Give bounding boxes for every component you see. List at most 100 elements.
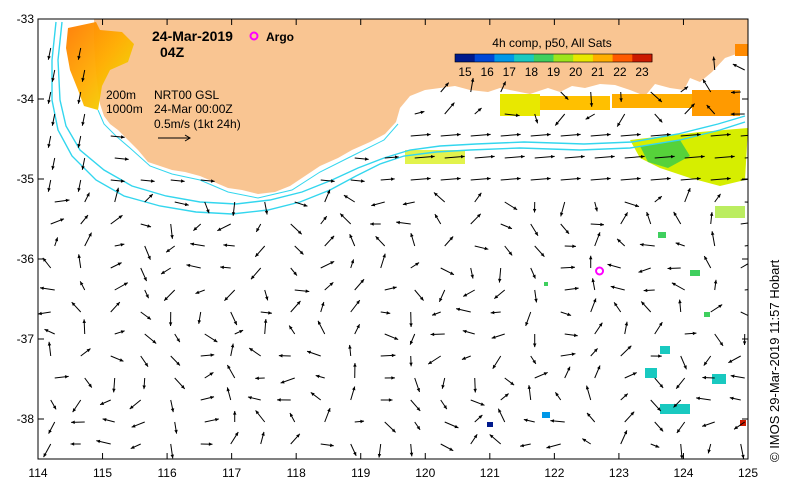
current-arrow-head xyxy=(589,103,594,107)
current-arrow-head xyxy=(51,121,55,126)
current-arrow-head xyxy=(170,234,174,239)
current-arrow-head xyxy=(532,343,537,348)
current-arrow-head xyxy=(51,165,55,170)
current-arrow-head xyxy=(520,154,525,159)
y-tick-label: -38 xyxy=(17,412,35,426)
current-arrow-head xyxy=(597,232,601,237)
current-arrow-head xyxy=(443,405,447,410)
x-tick-label: 122 xyxy=(544,466,564,480)
current-arrow-head xyxy=(610,154,615,159)
current-arrow-head xyxy=(741,454,745,459)
current-arrow-head xyxy=(80,281,84,286)
current-arrow-head xyxy=(326,189,331,194)
current-arrow-head xyxy=(606,132,611,137)
current-arrow-head xyxy=(210,395,215,400)
current-arrow-head xyxy=(709,212,714,216)
current-arrow-head xyxy=(52,405,57,410)
current-arrow-head xyxy=(515,113,520,118)
current-arrow-head xyxy=(696,176,701,181)
current-arrow-head xyxy=(571,352,576,356)
current-arrow-head xyxy=(726,176,731,181)
x-tick-label: 118 xyxy=(287,466,306,480)
current-arrow-head xyxy=(280,380,285,384)
current-arrow-head xyxy=(44,329,49,333)
current-arrow-head xyxy=(484,246,489,251)
current-arrow-head xyxy=(112,388,116,393)
current-arrow-head xyxy=(289,412,294,417)
current-arrow-head xyxy=(712,56,716,61)
current-arrow-head xyxy=(307,350,312,355)
current-arrow-head xyxy=(449,271,454,275)
current-arrow-head xyxy=(658,118,663,123)
current-arrow-head xyxy=(65,198,70,203)
sst-patch xyxy=(544,282,548,286)
current-arrow-head xyxy=(170,408,175,413)
sst-patch-west xyxy=(66,22,134,110)
current-arrow-head xyxy=(593,348,598,353)
current-arrow-head xyxy=(197,320,202,324)
current-arrow-head xyxy=(470,77,475,82)
coastal-shelf-line xyxy=(97,109,399,199)
current-arrow-head xyxy=(224,296,229,301)
current-arrow-head xyxy=(195,290,200,294)
current-arrow-head xyxy=(432,312,437,316)
current-arrow-head xyxy=(504,393,509,398)
current-arrow-head xyxy=(147,224,152,228)
colorbar-swatch xyxy=(553,54,574,62)
argo-float-marker[interactable] xyxy=(595,266,605,276)
current-arrow-head xyxy=(687,188,691,193)
current-arrow-head xyxy=(147,315,151,320)
current-arrow-head xyxy=(639,242,644,247)
current-arrow-head xyxy=(623,430,627,435)
current-arrow-head xyxy=(120,135,125,139)
current-arrow-head xyxy=(426,132,431,137)
current-arrow-head xyxy=(580,154,585,159)
current-arrow-head xyxy=(532,274,536,279)
current-arrow-head xyxy=(386,311,391,315)
current-arrow-head xyxy=(124,157,129,161)
current-arrow-head xyxy=(473,388,477,393)
current-arrow-head xyxy=(456,132,461,137)
current-arrow-head xyxy=(706,104,711,109)
current-arrow-head xyxy=(707,449,711,454)
current-arrow-head xyxy=(594,207,598,212)
current-arrow-head xyxy=(120,179,125,183)
current-arrow-head xyxy=(757,177,761,180)
current-arrow-head xyxy=(100,401,105,405)
current-arrow-head xyxy=(646,212,650,216)
current-arrow-head xyxy=(416,425,421,430)
current-arrow-head xyxy=(572,244,576,248)
current-arrow xyxy=(744,244,748,247)
current-arrow-head xyxy=(426,176,431,181)
current-arrow-head xyxy=(703,361,708,366)
x-tick-label: 123 xyxy=(609,466,629,480)
current-arrow-head xyxy=(416,407,421,411)
current-arrow-head xyxy=(659,427,664,432)
y-tick-label: -33 xyxy=(17,12,35,26)
current-arrow-head xyxy=(717,193,721,198)
current-arrow-head xyxy=(360,419,365,424)
current-arrow-head xyxy=(129,405,134,409)
current-arrow-head xyxy=(77,55,81,60)
current-arrow-head xyxy=(630,411,635,416)
current-arrow-head xyxy=(543,372,548,376)
current-arrow-head xyxy=(143,277,147,282)
current-arrow-head xyxy=(749,315,753,318)
current-arrow-head xyxy=(71,420,75,425)
colorbar-tick-label: 19 xyxy=(547,65,561,79)
current-arrow-head xyxy=(540,252,545,257)
current-arrow-head xyxy=(678,299,682,304)
current-arrow-head xyxy=(456,176,461,181)
current-arrow-head xyxy=(711,231,715,236)
current-arrow-head xyxy=(676,429,681,433)
current-arrow-head xyxy=(573,333,578,337)
sst-patch xyxy=(612,94,692,108)
current-arrow-head xyxy=(390,177,395,181)
current-arrow-head xyxy=(690,103,695,108)
current-arrow-head xyxy=(428,360,433,365)
current-arrow-head xyxy=(655,444,660,448)
current-arrow-head xyxy=(213,338,218,343)
current-arrow-head xyxy=(502,81,506,86)
current-arrow-head xyxy=(588,255,593,260)
current-arrow-head xyxy=(148,194,153,198)
